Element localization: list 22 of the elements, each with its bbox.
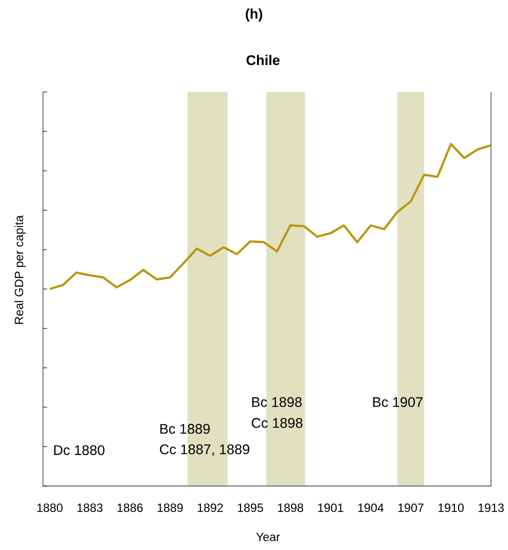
chart-subtitle: Chile <box>246 54 280 66</box>
x-tick-label: 1880 <box>37 504 63 512</box>
chart-title: (h) <box>246 8 262 22</box>
x-tick-label: 1904 <box>358 504 384 512</box>
x-tick-label: 1886 <box>118 504 143 512</box>
annotation: Bc 1889 <box>160 424 210 434</box>
annotation: Cc 1898 <box>252 418 303 428</box>
annotation: Cc 1887, 1889 <box>160 444 250 456</box>
x-axis-title: Year <box>256 532 280 542</box>
y-axis-title: Real GDP per capita <box>14 215 26 324</box>
x-tick-label: 1895 <box>238 504 264 512</box>
x-tick-label: 1913 <box>478 504 504 512</box>
x-tick-label: 1892 <box>198 504 224 512</box>
x-tick-label: 1910 <box>438 504 464 512</box>
x-tick-label: 1883 <box>78 504 103 512</box>
x-tick-label: 1889 <box>158 504 183 512</box>
annotation: Bc 1907 <box>373 397 423 408</box>
annotation: Bc 1898 <box>252 397 302 408</box>
x-tick-label: 1907 <box>398 504 424 512</box>
x-tick-label: 1901 <box>318 504 344 512</box>
x-tick-label: 1898 <box>278 504 304 512</box>
annotation: Dc 1880 <box>54 445 105 456</box>
